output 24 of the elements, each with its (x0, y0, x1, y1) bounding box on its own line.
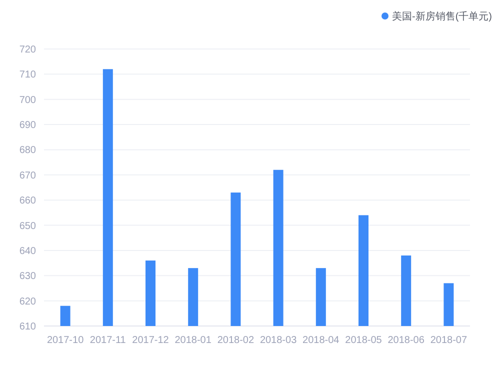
y-tick-label: 700 (19, 94, 36, 106)
y-tick-label: 640 (19, 246, 36, 257)
x-tick-label: 2018-03 (260, 335, 298, 346)
y-tick-label: 680 (19, 145, 36, 156)
legend: 美国-新房销售(千单元) (382, 12, 492, 22)
y-tick-label: 630 (19, 271, 36, 282)
y-tick-label: 610 (19, 322, 36, 332)
y-tick-label: 690 (19, 120, 36, 132)
y-tick-label: 620 (19, 296, 36, 308)
x-tick-label: 2018-01 (174, 335, 212, 346)
x-tick-label: 2017-11 (90, 335, 126, 346)
x-tick-label: 2017-12 (132, 335, 170, 346)
x-tick-label: 2018-04 (302, 335, 340, 346)
y-tick-label: 710 (19, 70, 36, 81)
y-tick-label: 650 (19, 220, 36, 232)
y-tick-label: 660 (19, 196, 36, 207)
y-tick-label: 720 (19, 44, 36, 56)
x-tick-label: 2018-07 (430, 335, 468, 346)
x-tick-label: 2018-06 (388, 335, 425, 346)
x-tick-label: 2018-05 (345, 335, 382, 346)
y-tick-label: 670 (19, 170, 36, 182)
x-tick-label: 2017-10 (46, 335, 84, 346)
x-tick-label: 2018-02 (217, 335, 254, 346)
legend-label: 美国-新房销售(千单元) (392, 10, 492, 22)
